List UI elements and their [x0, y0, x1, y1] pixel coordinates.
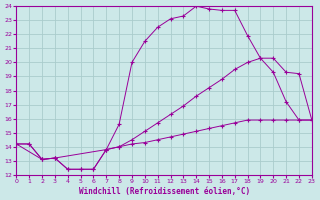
X-axis label: Windchill (Refroidissement éolien,°C): Windchill (Refroidissement éolien,°C) [78, 187, 250, 196]
